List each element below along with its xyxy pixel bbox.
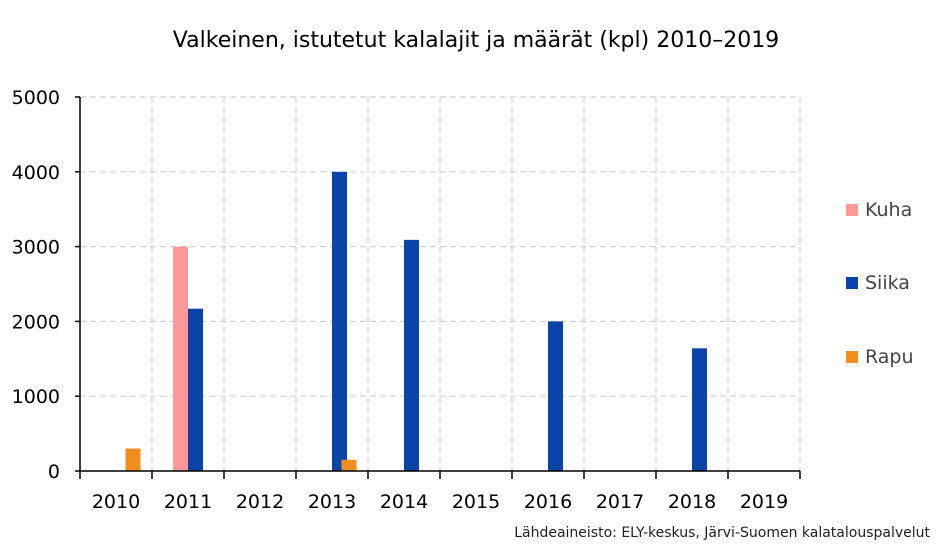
x-tick-label: 2019 [740, 491, 788, 513]
y-tick-label: 5000 [12, 87, 60, 109]
legend-item-kuha: Kuha [846, 198, 912, 222]
bar-siika-2018 [692, 348, 707, 471]
x-tick-label: 2011 [164, 491, 212, 513]
legend-swatch [846, 351, 858, 363]
legend-label: Siika [865, 272, 910, 294]
x-tick-label: 2016 [524, 491, 572, 513]
bar-kuha-2011 [173, 246, 188, 471]
y-tick-label: 2000 [12, 311, 60, 333]
y-tick-label: 4000 [12, 162, 60, 184]
bar-rapu-2010 [125, 448, 141, 471]
legend-swatch [846, 277, 858, 289]
bar-siika-2013 [332, 171, 347, 472]
x-tick-label: 2010 [92, 491, 140, 513]
bar-rapu-2013 [341, 459, 357, 471]
x-tick-label: 2013 [308, 491, 356, 513]
x-tick-label: 2017 [596, 491, 644, 513]
x-tick-label: 2012 [236, 491, 284, 513]
y-tick-label: 3000 [12, 237, 60, 259]
chart-title: Valkeinen, istutetut kalalajit ja määrät… [172, 28, 780, 53]
legend-label: Kuha [865, 199, 913, 221]
legend-item-rapu: Rapu [846, 345, 914, 369]
source-note: Lähdeaineisto: ELY-keskus, Järvi-Suomen … [514, 525, 930, 541]
legend-label: Rapu [865, 346, 914, 368]
x-tick-label: 2018 [668, 491, 716, 513]
legend-item-siika: Siika [846, 271, 910, 295]
legend-swatch [846, 204, 858, 216]
y-tick-label: 1000 [12, 386, 60, 408]
bar-siika-2016 [548, 321, 563, 471]
bar-siika-2011 [188, 308, 203, 471]
y-tick-label: 0 [48, 461, 60, 483]
bar-siika-2014 [404, 239, 419, 471]
x-tick-label: 2015 [452, 491, 500, 513]
x-tick-label: 2014 [380, 491, 428, 513]
